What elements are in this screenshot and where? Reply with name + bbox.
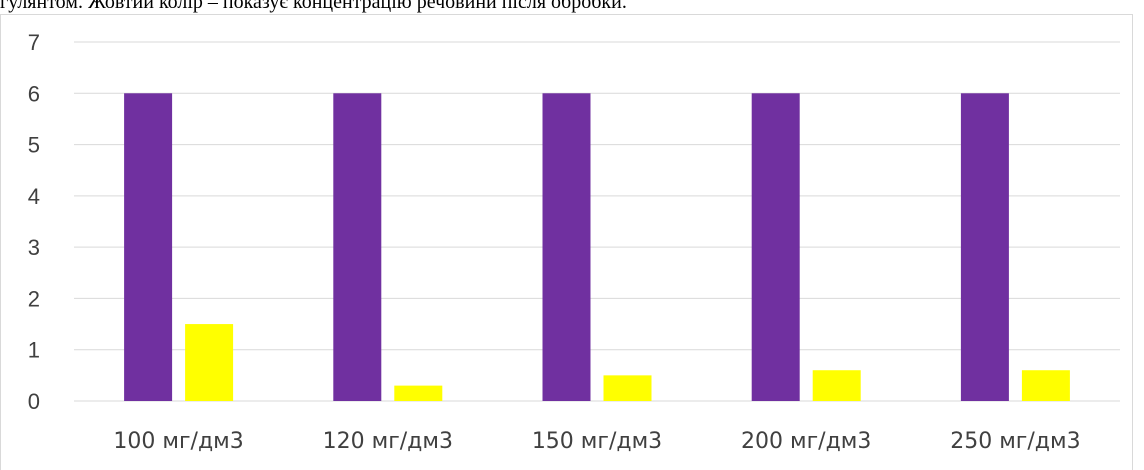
bar-series-2-5 [1021,370,1070,401]
gridlines [74,41,1120,402]
y-tick-label: 7 [28,30,40,55]
bars [124,93,1070,402]
bar-series-2-2 [394,385,443,401]
y-tick-label: 6 [28,81,40,106]
bar-series-1-1 [124,93,173,402]
bar-series-1-5 [960,93,1009,402]
figure-caption: гулянтом. Жовтий колір – показує концент… [0,0,627,13]
y-axis-ticks: 0 1 2 3 4 5 6 7 [28,30,40,414]
x-axis-labels: 100 мг/дм3 120 мг/дм3 150 мг/дм3 200 мг/дм3… [113,429,1080,454]
x-category-label: 150 мг/дм3 [532,429,662,454]
x-category-label: 120 мг/дм3 [323,429,453,454]
bar-series-2-3 [603,375,652,401]
bar-series-1-2 [333,93,382,402]
bar-series-1-3 [542,93,591,402]
x-category-label: 100 мг/дм3 [113,429,243,454]
bar-series-2-4 [812,370,861,401]
y-tick-label: 3 [28,235,40,260]
y-tick-label: 4 [28,184,40,209]
bar-series-2-1 [185,324,234,401]
y-tick-label: 0 [28,389,40,414]
chart-frame [0,14,1133,470]
x-category-label: 250 мг/дм3 [950,429,1080,454]
x-category-label: 200 мг/дм3 [741,429,871,454]
y-tick-label: 5 [28,133,40,158]
bar-series-1-4 [751,93,800,402]
y-tick-label: 1 [28,338,40,363]
y-tick-label: 2 [28,286,40,311]
